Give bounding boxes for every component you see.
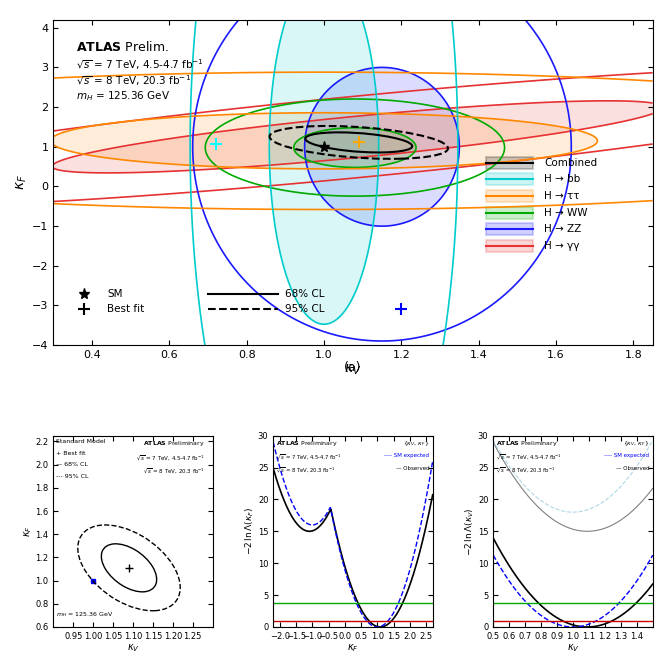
Text: $\sqrt{s}$ = 8 TeV, 20.3 fb$^{-1}$: $\sqrt{s}$ = 8 TeV, 20.3 fb$^{-1}$	[276, 466, 336, 475]
Bar	[486, 174, 533, 185]
Bar	[486, 156, 533, 168]
SM expected	[364, 618, 372, 626]
X-axis label: $\kappa_V$: $\kappa_V$	[567, 642, 579, 654]
Observed	[356, 602, 364, 610]
Text: H → ττ: H → ττ	[544, 191, 580, 201]
Text: Best fit: Best fit	[107, 304, 145, 314]
Text: — 68% CL: — 68% CL	[57, 463, 89, 467]
Line: Observed: Observed	[273, 469, 433, 627]
Y-axis label: $\kappa_F$: $\kappa_F$	[15, 174, 29, 191]
Text: H → bb: H → bb	[544, 174, 581, 184]
SM expected	[400, 584, 408, 592]
Text: {$\kappa_V$, $\kappa_F$}: {$\kappa_V$, $\kappa_F$}	[403, 440, 430, 448]
Bar	[486, 207, 533, 218]
Text: $\sqrt{s}$ = 8 TeV, 20.3 fb$^{-1}$: $\sqrt{s}$ = 8 TeV, 20.3 fb$^{-1}$	[496, 466, 555, 475]
Text: $\bf{ATLAS}$ Preliminary: $\bf{ATLAS}$ Preliminary	[496, 440, 558, 448]
Text: $\sqrt{s}$ = 7 TeV, 4.5-4.7 fb$^{-1}$: $\sqrt{s}$ = 7 TeV, 4.5-4.7 fb$^{-1}$	[276, 453, 342, 462]
Bar	[486, 190, 533, 202]
Text: — Observed: — Observed	[616, 466, 649, 471]
Text: + Best fit: + Best fit	[57, 451, 86, 456]
Y-axis label: $-2\,\ln\Lambda(\kappa_V)$: $-2\,\ln\Lambda(\kappa_V)$	[464, 507, 476, 556]
Text: $m_H$ = 125.36 GeV: $m_H$ = 125.36 GeV	[77, 89, 170, 103]
Text: ---- SM expected: ---- SM expected	[605, 453, 649, 458]
Text: H → WW: H → WW	[544, 208, 588, 218]
Y-axis label: $\kappa_F$: $\kappa_F$	[22, 525, 34, 537]
Observed	[425, 508, 433, 516]
Y-axis label: $-2\,\ln\Lambda(\kappa_F)$: $-2\,\ln\Lambda(\kappa_F)$	[244, 508, 256, 555]
Observed	[400, 595, 408, 603]
X-axis label: $\kappa_V$: $\kappa_V$	[127, 642, 139, 654]
Text: $\sqrt{s}$ = 8 TeV, 20.3 fb$^{-1}$: $\sqrt{s}$ = 8 TeV, 20.3 fb$^{-1}$	[143, 466, 204, 475]
Text: (a): (a)	[344, 362, 362, 374]
Text: 95% CL: 95% CL	[285, 304, 325, 314]
SM expected	[346, 582, 354, 590]
X-axis label: $\kappa_V$: $\kappa_V$	[344, 363, 362, 378]
Observed	[376, 623, 384, 631]
Text: Standard Model: Standard Model	[57, 440, 106, 444]
SM expected	[429, 457, 437, 465]
Text: H → γγ: H → γγ	[544, 241, 580, 251]
Line: SM expected: SM expected	[273, 442, 433, 627]
Observed	[364, 616, 372, 624]
Observed	[429, 491, 437, 499]
Text: {$\kappa_V$, $\kappa_F$}: {$\kappa_V$, $\kappa_F$}	[623, 440, 649, 448]
Text: $\bf{ATLAS}$ Preliminary: $\bf{ATLAS}$ Preliminary	[143, 440, 204, 448]
Text: $m_H$ = 125.36 GeV: $m_H$ = 125.36 GeV	[57, 610, 114, 619]
Text: $\sqrt{s}$ = 7 TeV, 4.5-4.7 fb$^{-1}$: $\sqrt{s}$ = 7 TeV, 4.5-4.7 fb$^{-1}$	[136, 453, 204, 462]
Text: — Observed: — Observed	[396, 466, 430, 471]
SM expected	[374, 623, 382, 631]
Text: $\bf{ATLAS}$ Preliminary: $\bf{ATLAS}$ Preliminary	[276, 440, 338, 448]
Text: ---- SM expected: ---- SM expected	[384, 453, 430, 458]
Bar	[486, 223, 533, 235]
Text: --- 95% CL: --- 95% CL	[57, 474, 89, 479]
Text: $\sqrt{s}$ = 8 TeV, 20.3 fb$^{-1}$: $\sqrt{s}$ = 8 TeV, 20.3 fb$^{-1}$	[77, 73, 192, 88]
SM expected	[425, 478, 433, 486]
SM expected	[356, 606, 364, 614]
Text: $\sqrt{s}$ = 7 TeV, 4.5-4.7 fb$^{-1}$: $\sqrt{s}$ = 7 TeV, 4.5-4.7 fb$^{-1}$	[77, 57, 204, 73]
X-axis label: $\kappa_F$: $\kappa_F$	[347, 642, 359, 654]
Text: 68% CL: 68% CL	[285, 288, 325, 298]
Bar	[486, 240, 533, 252]
Observed	[269, 465, 277, 473]
Text: $\sqrt{s}$ = 7 TeV, 4.5-4.7 fb$^{-1}$: $\sqrt{s}$ = 7 TeV, 4.5-4.7 fb$^{-1}$	[496, 453, 562, 462]
Text: Combined: Combined	[544, 158, 597, 168]
Text: H → ZZ: H → ZZ	[544, 224, 581, 234]
Text: SM: SM	[107, 288, 123, 298]
Text: $\bf{ATLAS}$ Prelim.: $\bf{ATLAS}$ Prelim.	[77, 40, 169, 53]
SM expected	[269, 438, 277, 446]
Observed	[345, 576, 353, 583]
SM expected	[345, 579, 353, 587]
Observed	[346, 579, 354, 587]
